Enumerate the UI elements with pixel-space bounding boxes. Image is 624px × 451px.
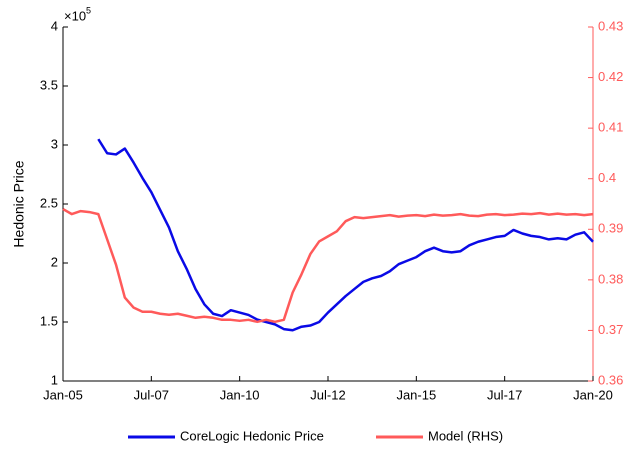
x-tick-label: Jul-12: [310, 387, 345, 402]
legend-label: CoreLogic Hedonic Price: [180, 428, 324, 443]
x-tick-label: Jan-10: [220, 387, 260, 402]
y-multiplier-exponent: 5: [86, 5, 91, 15]
y2-tick-label: 0.39: [598, 221, 623, 236]
y2-tick-label: 0.37: [598, 322, 623, 337]
y-tick-label: 1.5: [40, 313, 58, 328]
y-axis-label: Hedonic Price: [11, 160, 27, 247]
x-tick-label: Jan-15: [396, 387, 436, 402]
x-tick-label: Jul-17: [487, 387, 522, 402]
y2-tick-label: 0.41: [598, 120, 623, 135]
y2-tick-label: 0.43: [598, 18, 623, 33]
y-tick-label: 2.5: [40, 195, 58, 210]
y2-tick-label: 0.36: [598, 372, 623, 387]
data-line: [62, 207, 594, 324]
y-tick-label: 3.5: [40, 77, 58, 92]
y-tick-label: 3: [51, 136, 58, 151]
y2-tick-label: 0.4: [598, 170, 616, 185]
y2-tick-label: 0.42: [598, 69, 623, 84]
x-tick-label: Jan-05: [43, 387, 83, 402]
y-tick-label: 1: [51, 372, 58, 387]
y-tick-label: 2: [51, 254, 58, 269]
legend-label: Model (RHS): [428, 428, 503, 443]
y-tick-label: 4: [51, 18, 58, 33]
data-line: [97, 138, 594, 332]
x-tick-label: Jan-20: [573, 387, 613, 402]
x-tick-label: Jul-07: [134, 387, 169, 402]
y2-tick-label: 0.38: [598, 271, 623, 286]
y-multiplier: ×10: [64, 8, 86, 23]
